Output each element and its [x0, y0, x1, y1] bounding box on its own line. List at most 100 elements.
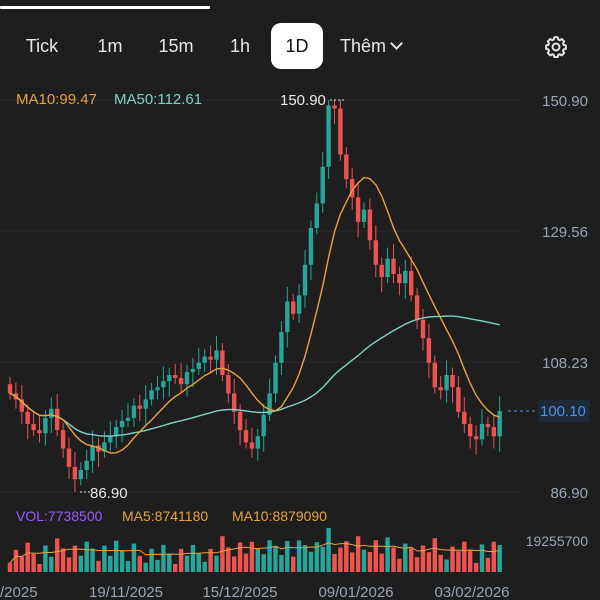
volume-bar	[119, 550, 125, 572]
volume-indicator: VOL:7738500	[16, 508, 103, 524]
candle	[178, 378, 184, 385]
candle	[267, 393, 272, 415]
candle	[438, 387, 443, 391]
volume-bar	[308, 551, 314, 572]
volume-bar	[456, 551, 461, 572]
candle	[302, 264, 308, 296]
volume-bar	[432, 538, 437, 572]
volume-bar	[96, 560, 101, 572]
volume-bar	[232, 556, 237, 572]
candle	[202, 356, 207, 363]
volume-bar	[462, 541, 467, 572]
candle	[444, 375, 449, 391]
candle	[243, 430, 249, 443]
volume-bar	[19, 556, 24, 572]
volume-bar	[397, 558, 402, 572]
candle	[350, 179, 355, 198]
candle	[379, 264, 384, 278]
volume-bar	[178, 548, 184, 572]
volume-bar	[473, 562, 479, 572]
candle	[119, 420, 125, 428]
candle	[385, 258, 390, 278]
volume-bar	[450, 546, 455, 572]
high-price-marker: 150.90	[280, 92, 326, 109]
top-progress-bar	[0, 0, 600, 9]
candle	[308, 228, 314, 265]
candle	[273, 362, 278, 394]
candle	[261, 414, 266, 437]
volume-bar	[167, 553, 172, 572]
candle	[25, 411, 30, 425]
candle	[314, 203, 319, 229]
ma10-indicator: MA10:99.47	[16, 91, 97, 108]
tab-1m[interactable]: 1m	[97, 36, 123, 56]
candle	[49, 408, 54, 418]
candle	[491, 427, 496, 437]
volume-bar	[49, 556, 54, 572]
candlestick-chart[interactable]: MA10:99.47 MA50:112.61 150.90 129.56 108…	[0, 80, 600, 600]
candle	[173, 375, 178, 379]
volume-bar	[226, 547, 231, 572]
timeframe-tabs: Tick 1m 15m 1h 1D Thêm	[0, 22, 600, 70]
candle	[19, 399, 24, 412]
volume-bar	[350, 552, 355, 572]
candle	[485, 424, 491, 428]
volume-bar	[479, 544, 485, 572]
volume-bar	[296, 540, 302, 572]
candle	[7, 384, 13, 394]
candle	[279, 332, 284, 363]
candle	[361, 209, 367, 222]
volume-bar	[285, 541, 290, 572]
tab-1h[interactable]: 1h	[229, 36, 251, 56]
candle	[249, 442, 255, 449]
candle	[391, 258, 396, 274]
candle	[420, 319, 426, 339]
volume-bar	[279, 555, 284, 572]
candle	[338, 108, 343, 155]
date-axis-label: 19/11/2025	[89, 584, 163, 600]
volume-bar	[37, 563, 42, 572]
volume-bar	[249, 541, 255, 572]
volume-bar	[131, 543, 137, 572]
candle	[332, 105, 337, 109]
candle	[31, 424, 36, 431]
volume-bar	[267, 540, 272, 572]
date-axis-label: 15/12/2025	[202, 584, 277, 600]
candle	[326, 105, 331, 167]
volume-bar	[414, 557, 420, 572]
price-axis-label: 129.56	[542, 224, 588, 241]
candle	[497, 411, 502, 437]
volume-bar	[468, 550, 473, 572]
candle	[55, 408, 60, 431]
volume-bar	[361, 549, 367, 572]
candle	[226, 375, 231, 394]
volume-bar	[72, 545, 78, 572]
candle	[414, 295, 420, 320]
candle	[456, 387, 461, 412]
volume-bar	[55, 538, 60, 572]
volume-bar	[43, 545, 48, 572]
gear-icon[interactable]	[543, 34, 569, 60]
volume-bar	[190, 544, 196, 572]
tab-1d[interactable]: 1D	[271, 23, 323, 69]
candle	[220, 350, 225, 376]
candle	[78, 469, 83, 480]
tab-more[interactable]: Thêm	[340, 22, 420, 70]
volume-bar	[137, 555, 142, 572]
tab-15m[interactable]: 15m	[158, 36, 194, 56]
volume-ma10-indicator: MA10:8879090	[232, 508, 327, 524]
volume-bar	[202, 561, 207, 572]
date-axis-label: /2025	[0, 584, 38, 600]
tab-tick[interactable]: Tick	[25, 36, 59, 56]
volume-bar	[444, 559, 449, 572]
candle	[214, 350, 219, 360]
volume-bar	[438, 554, 443, 572]
volume-bar	[373, 540, 378, 572]
price-candles	[7, 100, 502, 492]
candle	[208, 356, 213, 360]
volume-bar	[338, 547, 343, 572]
volume-bar	[143, 562, 148, 572]
candle	[403, 270, 408, 284]
volume-bar	[261, 554, 266, 572]
candle	[450, 375, 455, 388]
